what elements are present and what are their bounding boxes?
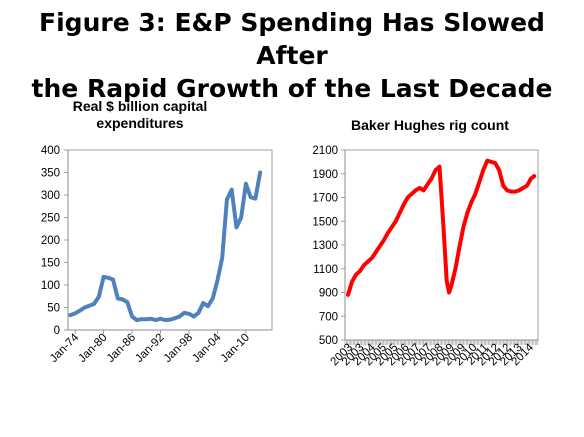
- left-chart-title-line-1: Real $ billion capital: [72, 98, 208, 114]
- left-x-tick-label: Jan-80: [76, 332, 109, 365]
- left-y-tick-label: 350: [41, 168, 60, 180]
- left-x-tick-label: Jan-98: [162, 332, 195, 365]
- left-y-tick-label: 300: [41, 190, 60, 202]
- left-y-tick-label: 100: [41, 280, 60, 292]
- figure-title: Figure 3: E&P Spending Has Slowed After …: [0, 6, 584, 105]
- left-series-line: [68, 170, 263, 323]
- figure-title-line-1: Figure 3: E&P Spending Has Slowed After: [39, 8, 545, 70]
- right-y-tick-label: 2100: [312, 145, 338, 157]
- left-y-tick-label: 0: [54, 325, 60, 337]
- right-y-tick-label: 1900: [312, 169, 338, 181]
- left-chart: 050100150200250300350400Jan-74Jan-80Jan-…: [41, 145, 273, 365]
- left-chart-title-line-2: expenditures: [96, 115, 184, 131]
- left-x-tick-label: Jan-10: [219, 332, 252, 365]
- left-y-tick-label: 50: [47, 303, 60, 315]
- right-y-tick-label: 1500: [312, 216, 338, 228]
- right-y-tick-label: 1300: [312, 240, 338, 252]
- right-y-tick-label: 1700: [312, 193, 338, 205]
- left-x-tick-label: Jan-04: [190, 331, 224, 365]
- left-y-tick-label: 250: [41, 213, 60, 225]
- left-x-tick-label: Jan-92: [133, 332, 166, 365]
- right-y-tick-label: 700: [319, 311, 338, 323]
- right-chart-title: Baker Hughes rig count: [351, 117, 509, 133]
- left-plot-area: [67, 149, 273, 331]
- left-chart-title: Real $ billion capital expenditures: [40, 98, 240, 132]
- right-y-tick-label: 500: [319, 335, 338, 347]
- right-y-tick-label: 1100: [313, 264, 338, 276]
- right-series-line: [346, 158, 537, 297]
- left-x-tick-label: Jan-86: [105, 332, 138, 365]
- figure-title-line-2: the Rapid Growth of the Last Decade: [31, 74, 553, 103]
- left-y-tick-label: 200: [41, 235, 60, 247]
- right-y-tick-label: 900: [319, 288, 338, 300]
- right-chart: 5007009001100130015001700190021002003200…: [312, 145, 539, 368]
- left-y-tick-label: 400: [41, 145, 60, 157]
- left-y-tick-label: 150: [41, 258, 60, 270]
